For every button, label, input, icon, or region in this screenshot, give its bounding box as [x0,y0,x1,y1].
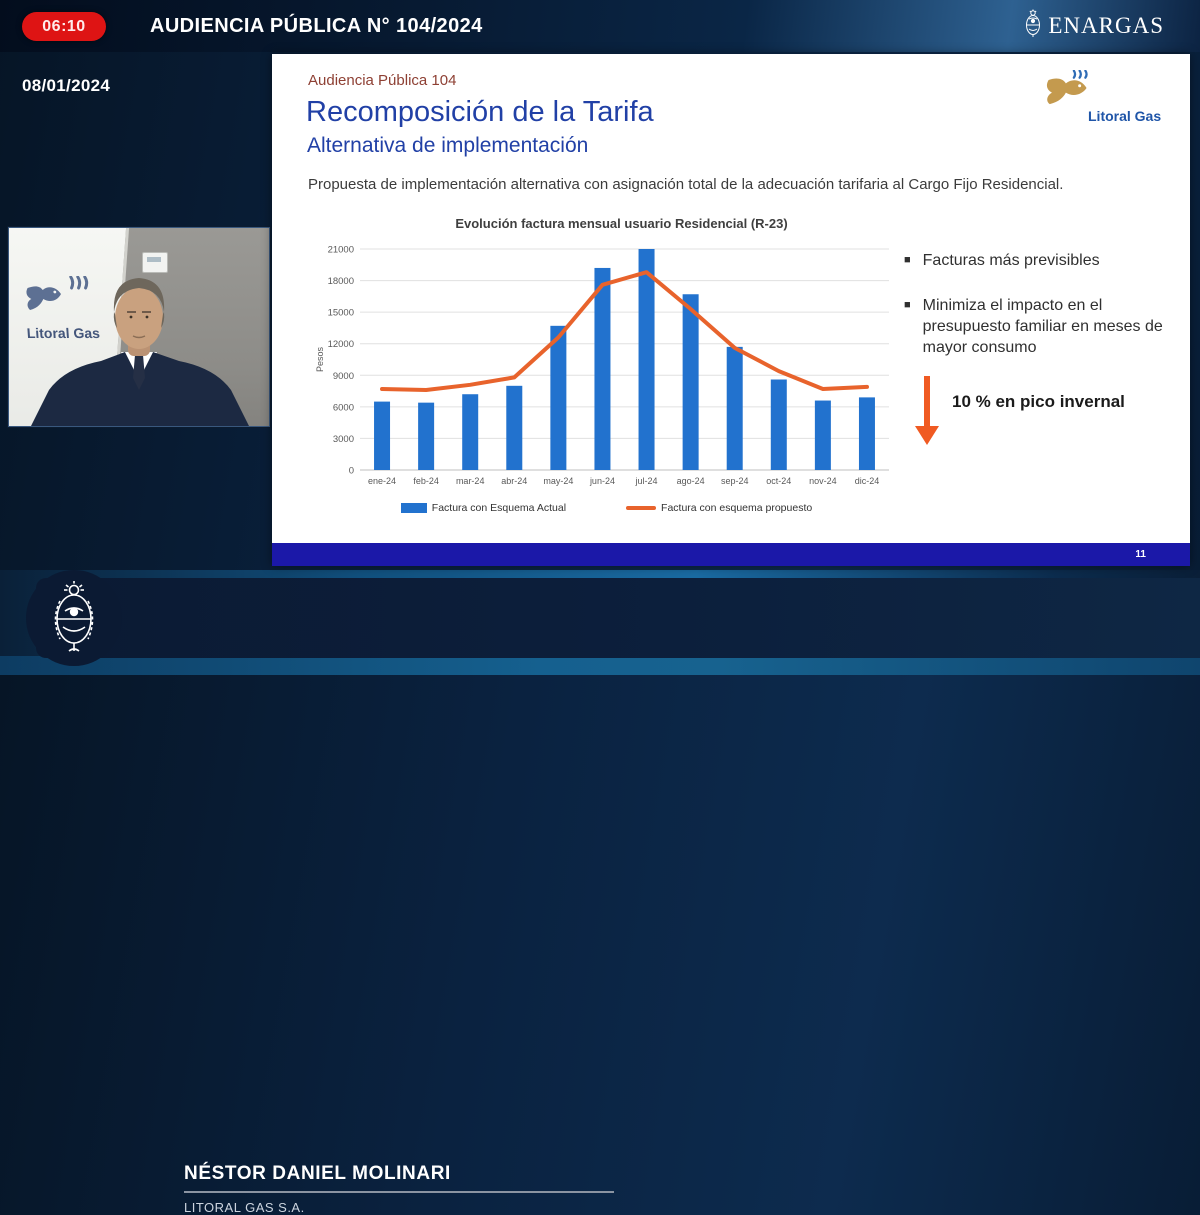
bullet-item: ■ Facturas más previsibles [904,250,1172,271]
fish-icon [26,275,89,310]
svg-text:mar-24: mar-24 [456,476,485,486]
svg-text:jul-24: jul-24 [635,476,658,486]
slide-kicker: Audiencia Pública 104 [308,72,457,89]
legend-bar-swatch [400,503,427,513]
svg-text:sep-24: sep-24 [721,476,749,486]
svg-text:15000: 15000 [328,308,354,319]
top-bar: 06:10 AUDIENCIA PÚBLICA N° 104/2024 ENAR… [0,0,1200,52]
chart-legend: Factura con Esquema Actual Factura con e… [314,502,899,514]
svg-text:nov-24: nov-24 [809,476,837,486]
litoral-gas-logo: Litoral Gas [1044,69,1164,128]
enargas-wordmark: ENARGAS [1048,13,1164,38]
argentina-coat-of-arms [26,570,122,666]
litoral-gas-logo-text: Litoral Gas [1088,108,1162,124]
date-label: 08/01/2024 [22,76,111,95]
background-band-bottom [0,656,1200,675]
litoral-gas-backdrop-logo: Litoral Gas [23,275,128,341]
bar-line-chart: 0 3000 6000 9000 12000 15000 18000 21000 Pesos en… [315,245,889,486]
svg-text:9000: 9000 [333,371,354,382]
legend-item-actual: Factura con Esquema Actual [400,502,567,514]
legend-label: Factura con Esquema Actual [431,502,567,514]
svg-text:ago-24: ago-24 [677,476,705,486]
speaker-person [31,278,249,426]
coat-of-arms-icon [54,581,94,652]
slide-subtitle: Alternativa de implementación [307,134,589,157]
slide-bullet-list: ■ Facturas más previsibles ■ Minimiza el… [904,250,1172,382]
svg-text:18000: 18000 [328,276,354,287]
bullet-marker: ■ [904,299,911,312]
timer-badge: 06:10 [22,12,106,41]
svg-text:6000: 6000 [333,402,354,413]
bullet-text: Minimiza el impacto en el presupuesto fa… [922,297,1163,357]
svg-text:12000: 12000 [328,339,354,350]
fish-icon [1046,69,1088,105]
bullet-text: Facturas más previsibles [922,252,1100,269]
bullet-marker: ■ [904,254,911,266]
slide-lead-text: Propuesta de implementación alternativa … [308,176,1064,193]
svg-text:0: 0 [349,466,354,477]
svg-text:dic-24: dic-24 [855,476,880,486]
slide-page-number: 11 [1135,549,1146,560]
legend-label: Factura con esquema propuesto [661,502,813,514]
svg-text:ene-24: ene-24 [368,476,396,486]
slide-title: Recomposición de la Tarifa [306,96,654,128]
speaker-name: NÉSTOR DANIEL MOLINARI [184,1163,451,1184]
coat-of-arms-icon [1023,9,1043,44]
chart-title: Evolución factura mensual usuario Reside… [455,216,788,231]
speaker-nameplate: NÉSTOR DANIEL MOLINARI LITORAL GAS S.A. [36,578,1200,1215]
svg-text:may-24: may-24 [543,476,573,486]
svg-text:21000: 21000 [328,245,354,256]
svg-text:feb-24: feb-24 [413,476,439,486]
wall-keypad [142,252,168,273]
svg-text:3000: 3000 [333,434,354,445]
presentation-slide: Audiencia Pública 104 Recomposición de l… [272,54,1190,566]
chart-block: Evolución factura mensual usuario Reside… [314,216,899,514]
legend-item-propuesto: Factura con esquema propuesto [626,502,812,514]
hearing-title: AUDIENCIA PÚBLICA N° 104/2024 [150,14,483,37]
legend-line-swatch [626,506,657,510]
nameplate-divider [184,1191,614,1193]
highlight-text: 10 % en pico invernal [952,392,1125,411]
svg-text:oct-24: oct-24 [766,476,791,486]
svg-text:Pesos: Pesos [315,346,325,372]
slide-footer-bar: 11 [272,543,1190,566]
svg-text:abr-24: abr-24 [501,476,527,486]
down-arrow-icon [912,374,942,446]
svg-text:jun-24: jun-24 [589,476,615,486]
bullet-item: ■ Minimiza el impacto en el presupuesto … [904,295,1172,358]
enargas-logo: ENARGAS [1023,0,1164,52]
speaker-organization: LITORAL GAS S.A. [184,1200,305,1215]
speaker-video: Litoral Gas [8,227,270,427]
